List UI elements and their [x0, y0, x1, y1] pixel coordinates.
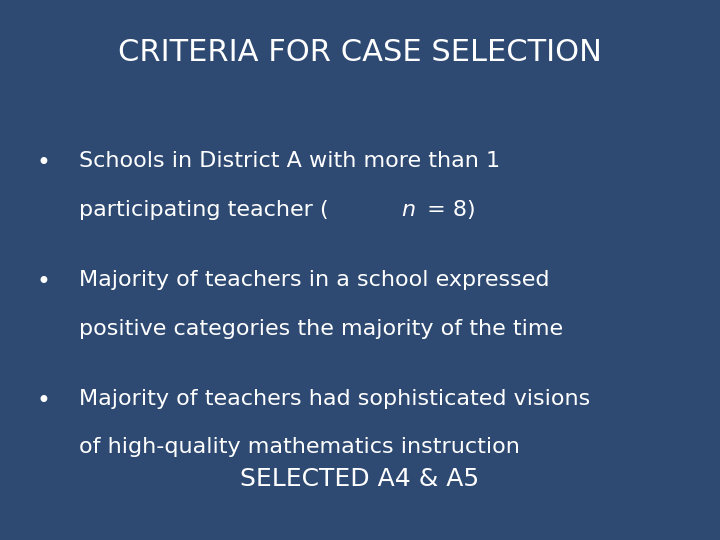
Text: CRITERIA FOR CASE SELECTION: CRITERIA FOR CASE SELECTION: [118, 38, 602, 67]
Text: •: •: [36, 151, 50, 175]
Text: Majority of teachers had sophisticated visions: Majority of teachers had sophisticated v…: [79, 389, 590, 409]
Text: participating teacher (: participating teacher (: [79, 200, 329, 220]
Text: positive categories the majority of the time: positive categories the majority of the …: [79, 319, 563, 339]
Text: of high-quality mathematics instruction: of high-quality mathematics instruction: [79, 437, 520, 457]
Text: = 8): = 8): [420, 200, 475, 220]
Text: •: •: [36, 270, 50, 294]
Text: Schools in District A with more than 1: Schools in District A with more than 1: [79, 151, 500, 171]
Text: n: n: [401, 200, 415, 220]
Text: •: •: [36, 389, 50, 413]
Text: Majority of teachers in a school expressed: Majority of teachers in a school express…: [79, 270, 549, 290]
Text: SELECTED A4 & A5: SELECTED A4 & A5: [240, 468, 480, 491]
